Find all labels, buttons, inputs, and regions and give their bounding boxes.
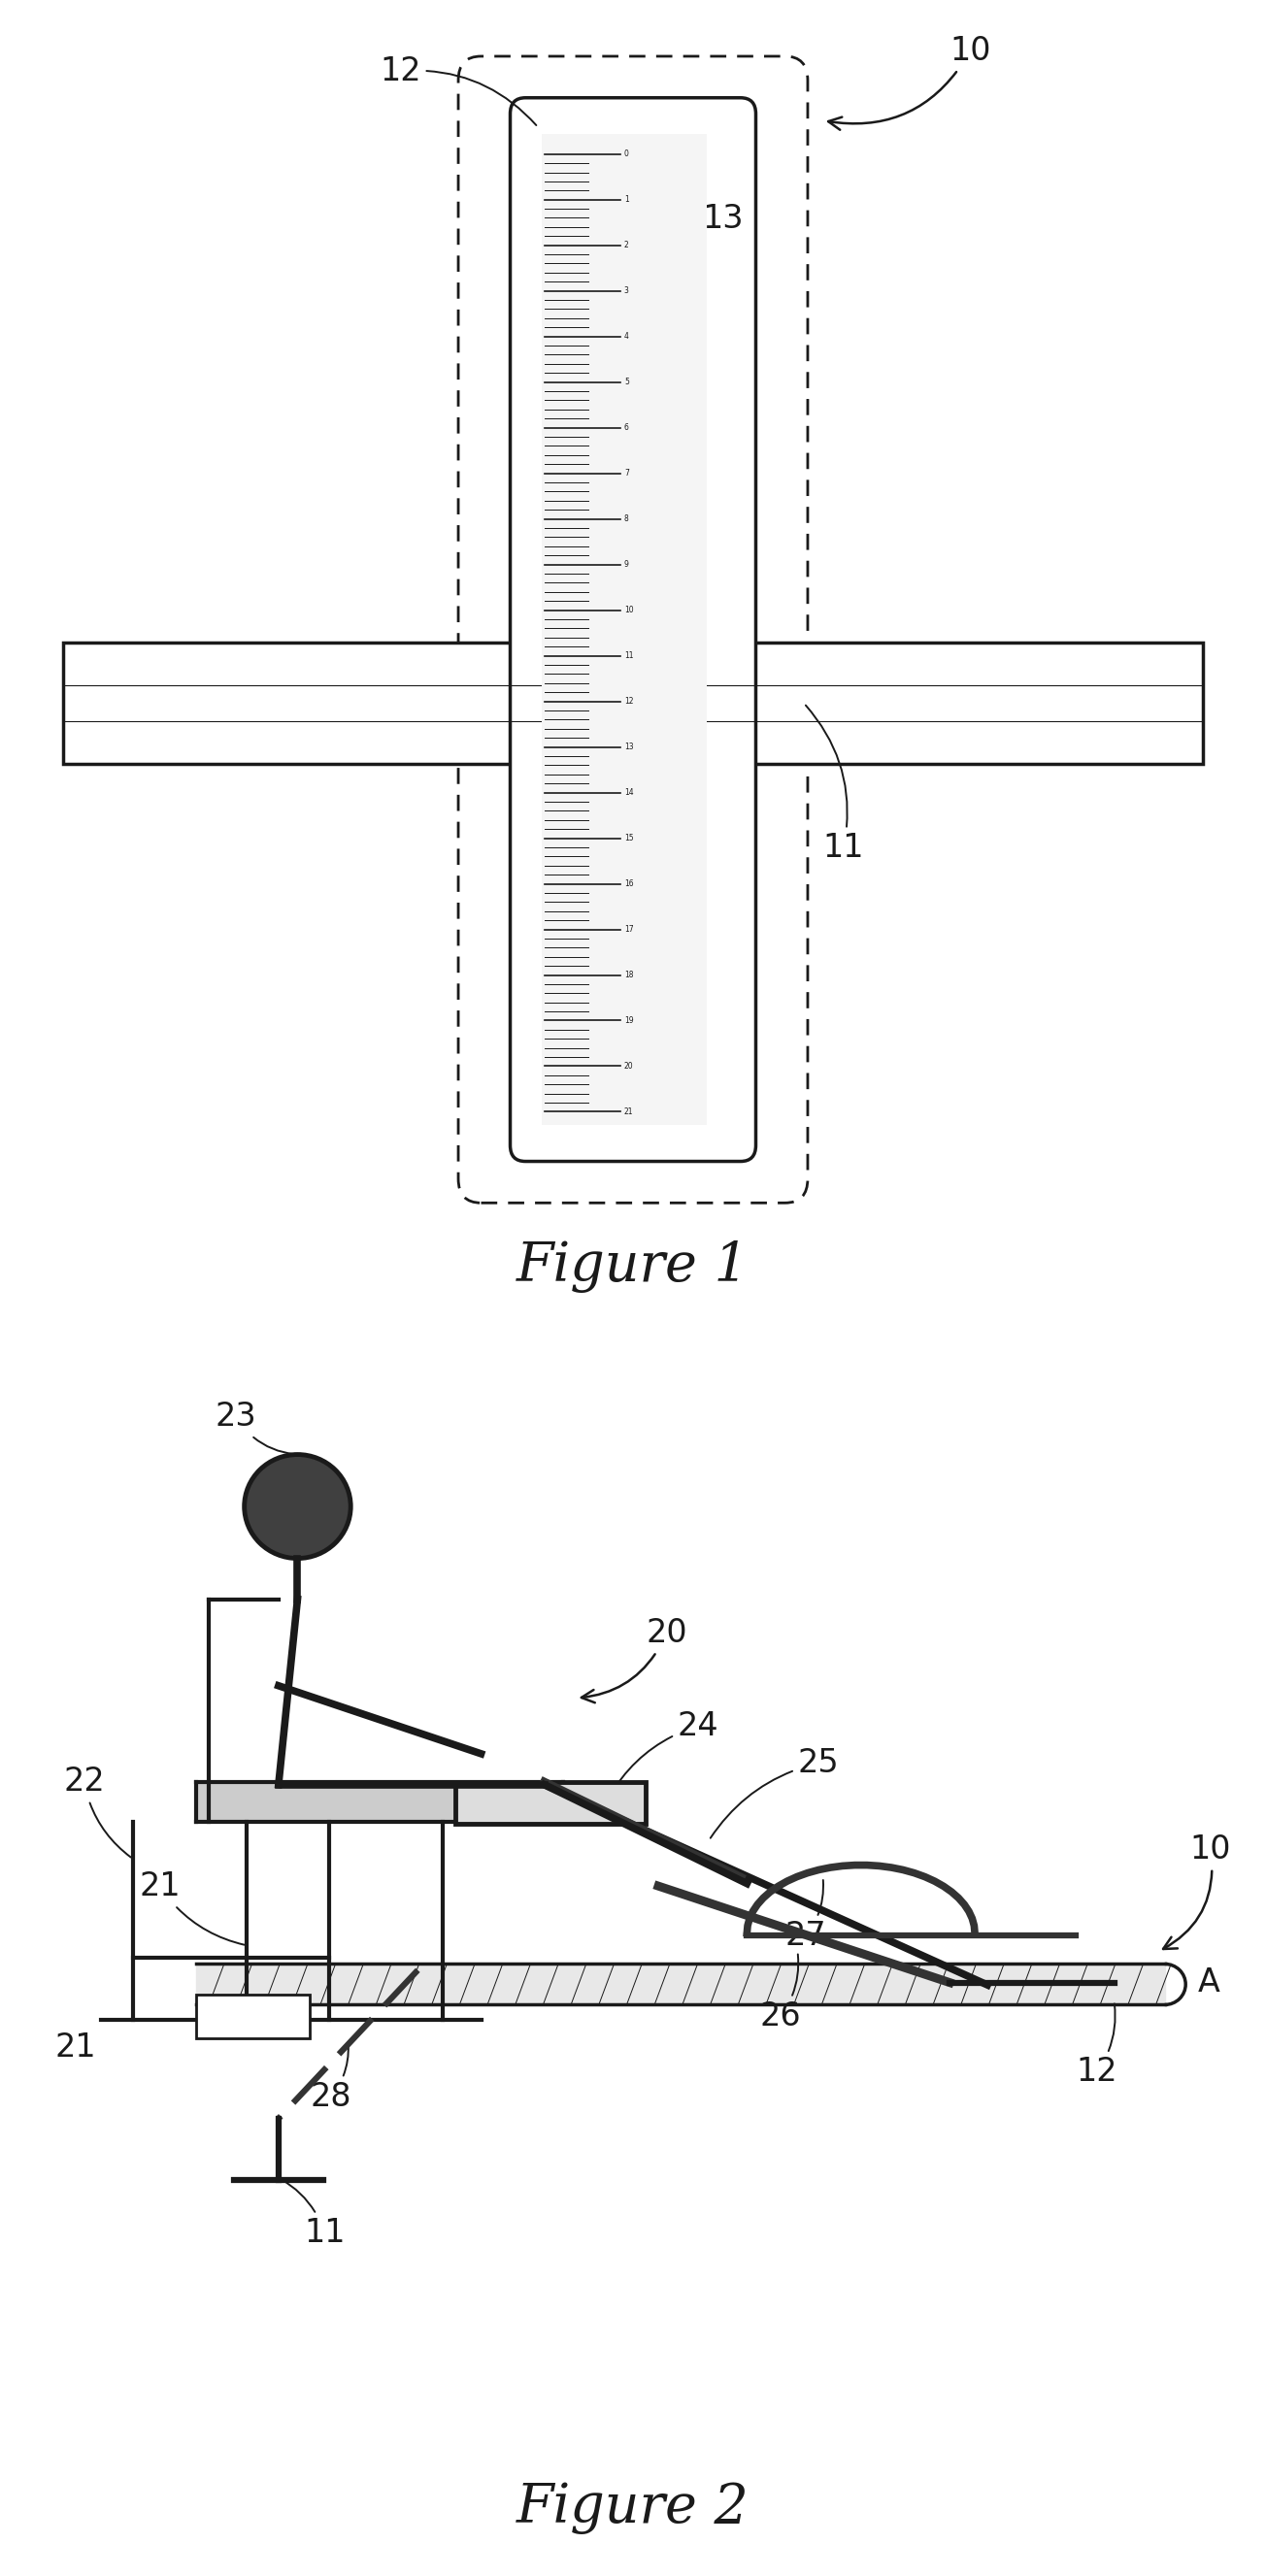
Bar (456, 1783, 646, 1824)
Text: 24: 24 (609, 1710, 719, 1798)
Text: 18: 18 (624, 971, 633, 979)
Text: 2: 2 (624, 242, 629, 250)
Text: 21: 21 (139, 1870, 244, 1945)
FancyBboxPatch shape (458, 57, 808, 1203)
Text: Figure 1: Figure 1 (517, 1239, 749, 1293)
Text: 12: 12 (1076, 2004, 1118, 2089)
Text: 20: 20 (624, 1061, 633, 1072)
Text: 5: 5 (624, 379, 629, 386)
Text: 16: 16 (624, 878, 633, 889)
Text: 25: 25 (710, 1747, 839, 1839)
Text: 12: 12 (624, 698, 633, 706)
Text: 10: 10 (624, 605, 633, 616)
Text: 11: 11 (624, 652, 633, 659)
Bar (196, 1994, 310, 2038)
Text: 6: 6 (624, 422, 629, 433)
Text: 15: 15 (624, 835, 633, 842)
Text: 23: 23 (215, 1401, 295, 1455)
Text: 8: 8 (624, 515, 629, 523)
Text: 21: 21 (56, 2032, 96, 2063)
Text: 9: 9 (624, 559, 629, 569)
Text: 10: 10 (1163, 1834, 1232, 1950)
Text: 10: 10 (828, 36, 991, 129)
Text: 13: 13 (624, 742, 633, 752)
Text: 26: 26 (760, 1955, 801, 2032)
Text: 19: 19 (624, 1015, 633, 1025)
Text: 17: 17 (624, 925, 633, 933)
Text: 3: 3 (624, 286, 629, 296)
Text: 11: 11 (281, 2179, 346, 2249)
Text: 11: 11 (805, 706, 865, 863)
Text: A: A (1198, 1965, 1220, 1999)
Text: Figure 2: Figure 2 (517, 2481, 749, 2535)
Text: 7: 7 (624, 469, 629, 477)
Text: 27: 27 (785, 1880, 827, 1953)
Text: 0: 0 (624, 149, 629, 157)
Text: 22: 22 (63, 1765, 130, 1857)
Text: 20: 20 (581, 1618, 687, 1703)
Text: 4: 4 (624, 332, 629, 340)
FancyBboxPatch shape (510, 98, 756, 1162)
Circle shape (244, 1455, 351, 1558)
FancyBboxPatch shape (542, 134, 706, 1126)
Text: 13: 13 (622, 204, 744, 294)
Text: 21: 21 (624, 1108, 633, 1115)
Text: 28: 28 (310, 2045, 352, 2112)
Text: 1: 1 (624, 196, 629, 204)
Text: 14: 14 (624, 788, 633, 796)
Bar (63, 644, 1203, 762)
Text: 12: 12 (380, 54, 537, 126)
